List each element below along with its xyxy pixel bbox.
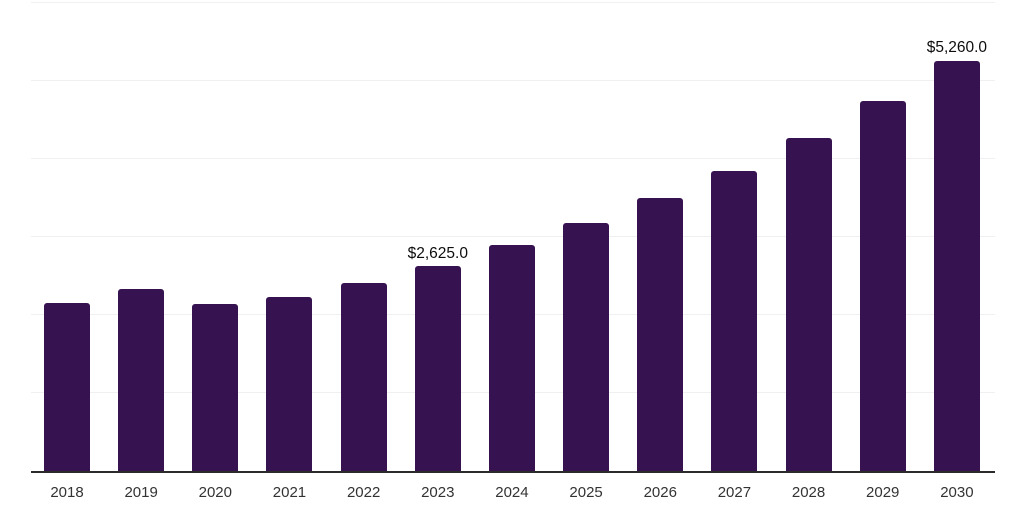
x-tick-2024: 2024: [495, 484, 529, 501]
bar-2020: [192, 304, 239, 471]
x-tick-2027: 2027: [717, 484, 752, 501]
bar-2019: [118, 289, 165, 471]
bar-2027: [711, 170, 758, 471]
x-tick-2021: 2021: [272, 484, 307, 501]
x-tick-2019: 2019: [124, 484, 158, 501]
bar-2026: [637, 198, 684, 471]
x-tick-2023: 2023: [421, 484, 455, 501]
plot-area: $2,625.0 $5,260.0: [31, 2, 995, 473]
bar-2030: $5,260.0: [927, 40, 987, 471]
x-tick-2025: 2025: [569, 484, 603, 501]
data-label-2023: $2,625.0: [407, 244, 468, 262]
x-tick-2020: 2020: [198, 484, 232, 501]
x-tick-2029: 2029: [866, 484, 900, 501]
x-tick-2022: 2022: [346, 484, 381, 501]
bar-2023: $2,625.0: [408, 246, 468, 471]
gridline-3000: [31, 236, 995, 237]
bar-2028: [785, 138, 832, 471]
data-label-2030: $5,260.0: [926, 39, 988, 57]
gridline-6000: [31, 2, 995, 3]
bar-2025: [563, 222, 610, 471]
bars-container: $2,625.0 $5,260.0: [31, 3, 995, 471]
x-tick-2018: 2018: [50, 484, 84, 501]
x-tick-2030: 2030: [940, 484, 974, 501]
gridline-5000: [31, 80, 995, 81]
gridline-4000: [31, 158, 995, 160]
bar-2022: [340, 283, 387, 471]
bar-2021: [266, 297, 313, 471]
bar-2018: [44, 303, 90, 471]
x-tick-2026: 2026: [643, 484, 677, 501]
x-tick-2028: 2028: [791, 484, 826, 501]
bar-2029: [859, 101, 906, 471]
x-axis-labels: 2018 2019 2020 2021 2022 2023 2024 2025 2026 2027…: [31, 484, 995, 501]
bar-2024: [488, 244, 535, 471]
